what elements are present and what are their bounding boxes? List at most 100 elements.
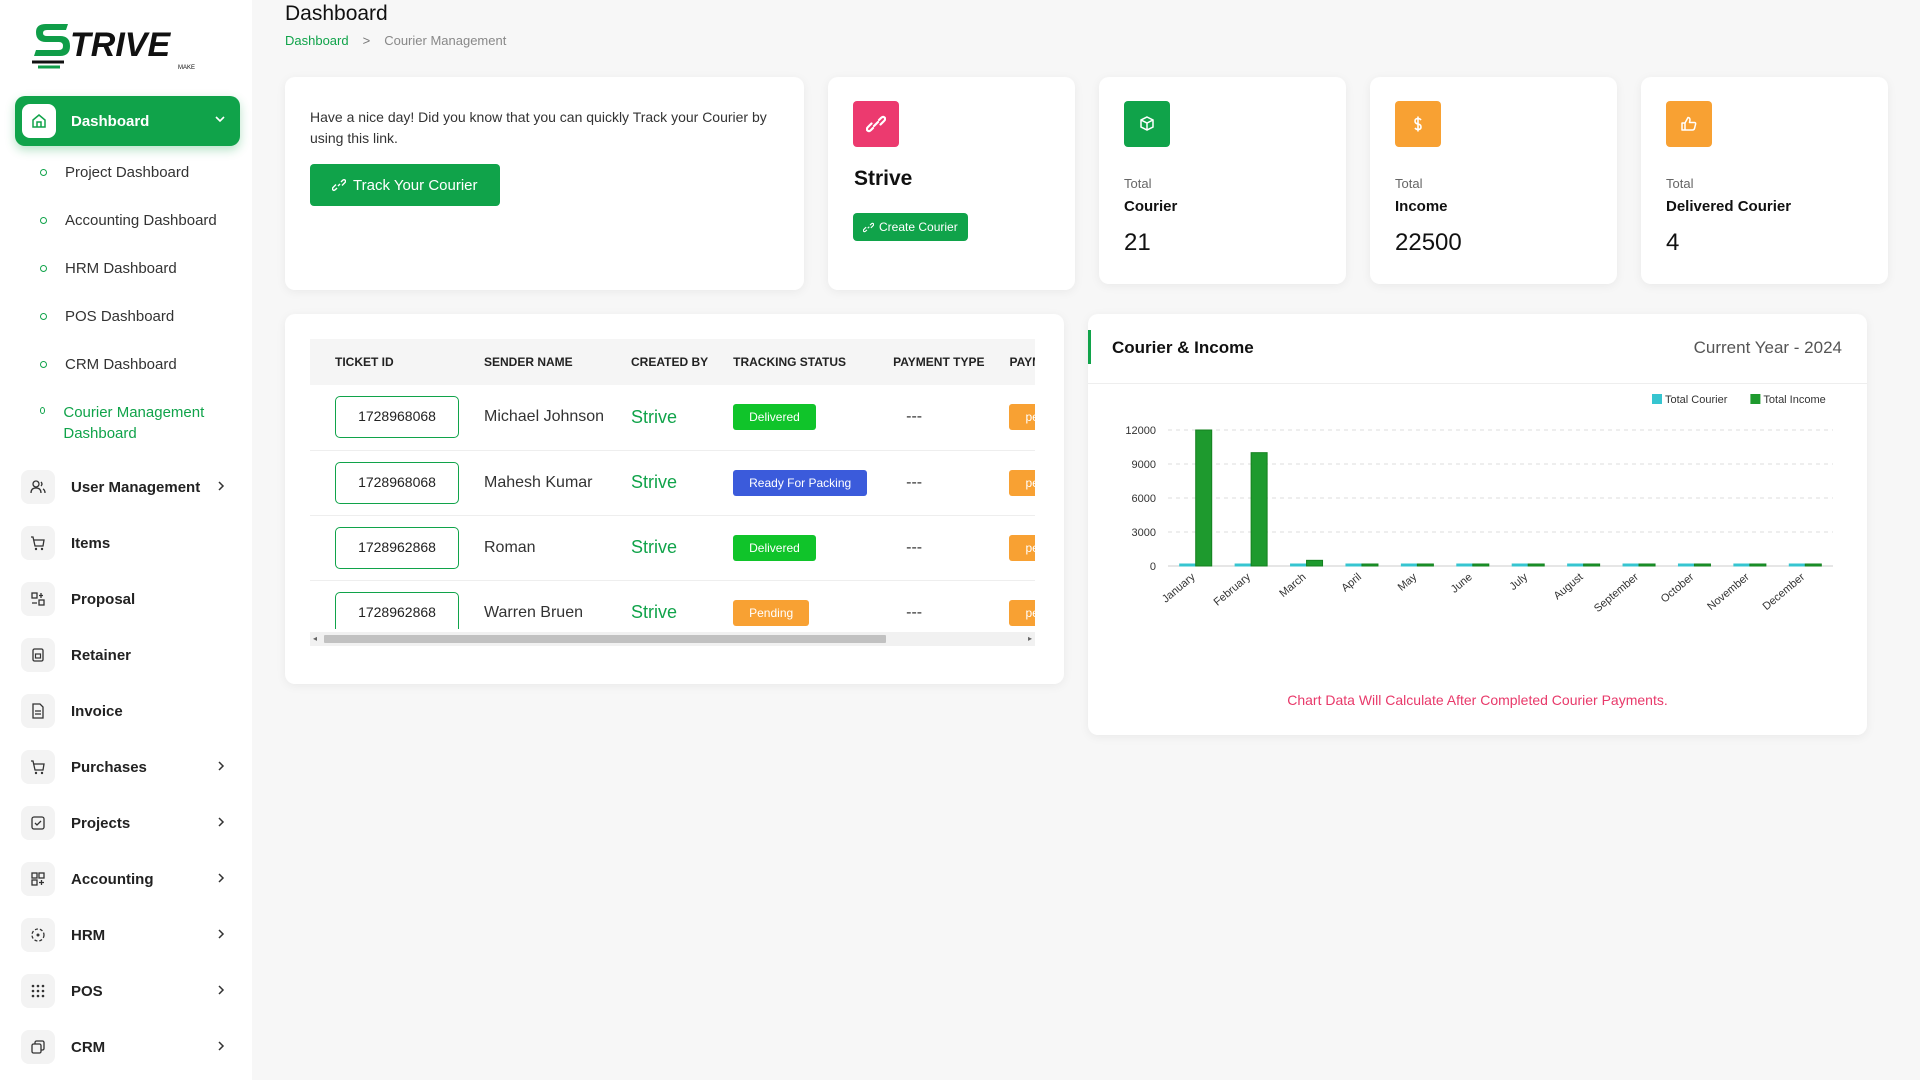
legend-label: Total Income — [1763, 394, 1825, 406]
x-tick-label: September — [1592, 571, 1641, 615]
nav-purchases[interactable]: Purchases — [21, 747, 236, 787]
invoice-icon — [21, 694, 55, 728]
nav-label: Projects — [71, 814, 131, 832]
stat-card-income: Total Income 22500 — [1370, 77, 1617, 284]
bar-income — [1195, 429, 1213, 567]
chart-title: Courier & Income — [1112, 338, 1254, 357]
ticket-id-button[interactable]: 1728962868 — [335, 591, 459, 629]
tracking-status-badge: Ready For Packing — [733, 469, 868, 496]
nav-dashboard[interactable]: Dashboard — [15, 96, 240, 146]
stat-title: Delivered Courier — [1666, 198, 1792, 215]
scroll-left-icon[interactable]: ◂ — [313, 634, 318, 643]
bar-courier — [1567, 563, 1585, 567]
y-tick-label: 6000 — [1132, 493, 1156, 505]
nav-pos[interactable]: POS — [21, 971, 236, 1011]
scrollbar-thumb[interactable] — [324, 635, 886, 643]
nav-proposal[interactable]: Proposal — [21, 579, 236, 619]
tracking-status-badge: Delivered — [733, 404, 816, 431]
bar-income — [1693, 563, 1711, 567]
strive-logo[interactable]: TRIVE MAKE — [30, 18, 210, 74]
nav-accounting[interactable]: Accounting — [21, 859, 236, 899]
nav-items[interactable]: Items — [21, 523, 236, 563]
cart-icon — [21, 526, 55, 560]
bar-income — [1416, 563, 1434, 567]
x-tick-label: October — [1659, 571, 1697, 606]
purchase-cart-icon — [21, 750, 55, 784]
x-tick-label: May — [1396, 571, 1420, 594]
created-by: Strive — [631, 537, 678, 557]
table-row: 1728968068 Michael Johnson Strive Delive… — [310, 385, 1035, 450]
scroll-right-icon[interactable]: ▸ — [1027, 634, 1032, 643]
nav-label: POS — [71, 982, 103, 1000]
payment-status-badge: pending — [1009, 469, 1035, 496]
breadcrumb-current: Courier Management — [384, 33, 507, 48]
subnav-pos-dashboard[interactable]: POS Dashboard — [40, 308, 174, 325]
nav-projects[interactable]: Projects — [21, 803, 236, 843]
x-tick-label: March — [1277, 571, 1308, 600]
welcome-message: Have a nice day! Did you know that you c… — [310, 109, 767, 146]
nav-crm[interactable]: CRM — [21, 1027, 236, 1067]
sidebar: TRIVE MAKE Dashboard Project Dashboard A… — [0, 0, 252, 1080]
bullet-icon — [40, 217, 47, 224]
page-title: Dashboard — [285, 2, 388, 25]
bullet-icon — [40, 169, 47, 176]
link-icon — [863, 222, 874, 233]
create-courier-label: Create Courier — [879, 220, 958, 234]
x-tick-label: November — [1705, 571, 1752, 613]
bar-income — [1361, 563, 1379, 567]
nav-invoice[interactable]: Invoice — [21, 691, 236, 731]
subnav-courier-management-dashboard[interactable]: Courier Management Dashboard — [40, 402, 210, 444]
bar-courier — [1345, 563, 1363, 567]
subnav-accounting-dashboard[interactable]: Accounting Dashboard — [40, 212, 217, 229]
nav-user-management[interactable]: User Management — [21, 467, 236, 507]
payment-type: --- — [906, 408, 923, 426]
subnav-label: POS Dashboard — [65, 308, 175, 325]
dots-grid-icon — [21, 974, 55, 1008]
legend-swatch — [1652, 394, 1662, 404]
created-by: Strive — [631, 406, 678, 427]
courier-income-chart-card: Courier & Income Current Year - 2024 Tot… — [1088, 314, 1867, 735]
dollar-icon — [1395, 101, 1441, 147]
bullet-icon — [40, 407, 46, 414]
chevron-right-icon — [216, 926, 226, 944]
ticket-id-button[interactable]: 1728968068 — [335, 396, 459, 439]
bar-courier — [1456, 563, 1474, 567]
create-courier-button[interactable]: Create Courier — [853, 213, 968, 241]
link-icon — [332, 178, 346, 192]
bar-income — [1804, 563, 1822, 567]
nav-retainer[interactable]: Retainer — [21, 635, 236, 675]
stat-label: Total — [1666, 176, 1694, 191]
home-icon — [22, 104, 56, 138]
subnav-hrm-dashboard[interactable]: HRM Dashboard — [40, 260, 177, 277]
nav-hrm[interactable]: HRM — [21, 915, 236, 955]
table-header-row: TICKET ID SENDER NAME CREATED BY TRACKIN… — [310, 339, 1035, 385]
x-tick-label: January — [1160, 571, 1198, 606]
users-icon — [21, 470, 55, 504]
bar-income — [1306, 559, 1324, 567]
subnav-crm-dashboard[interactable]: CRM Dashboard — [40, 356, 177, 373]
subnav-label: Courier Management Dashboard — [63, 404, 205, 442]
col-sender-name: SENDER NAME — [484, 355, 573, 369]
courier-table-scroll[interactable]: TICKET ID SENDER NAME CREATED BY TRACKIN… — [310, 339, 1035, 629]
table-row: 1728962868 Roman Strive Delivered --- pe… — [310, 515, 1035, 580]
col-created-by: CREATED BY — [631, 355, 709, 369]
bar-courier — [1677, 563, 1695, 567]
nav-label: Items — [71, 534, 111, 552]
proposal-icon — [21, 582, 55, 616]
col-tracking-status: TRACKING STATUS — [733, 355, 847, 369]
payment-status-badge: pending — [1009, 534, 1035, 561]
chevron-right-icon — [216, 870, 226, 888]
svg-text:MAKE: MAKE — [178, 65, 195, 71]
track-courier-button[interactable]: Track Your Courier — [310, 164, 500, 206]
bullet-icon — [40, 265, 47, 272]
subnav-project-dashboard[interactable]: Project Dashboard — [40, 164, 189, 181]
payment-type: --- — [906, 473, 923, 491]
breadcrumb-home-link[interactable]: Dashboard — [285, 33, 349, 48]
ticket-id-button[interactable]: 1728962868 — [335, 526, 459, 569]
bar-courier — [1400, 563, 1418, 567]
horizontal-scrollbar[interactable]: ◂ ▸ — [310, 632, 1035, 646]
strive-name: Strive — [854, 167, 913, 190]
ticket-id-button[interactable]: 1728968068 — [335, 461, 459, 504]
bar-courier — [1622, 563, 1640, 567]
y-tick-label: 9000 — [1132, 459, 1156, 471]
